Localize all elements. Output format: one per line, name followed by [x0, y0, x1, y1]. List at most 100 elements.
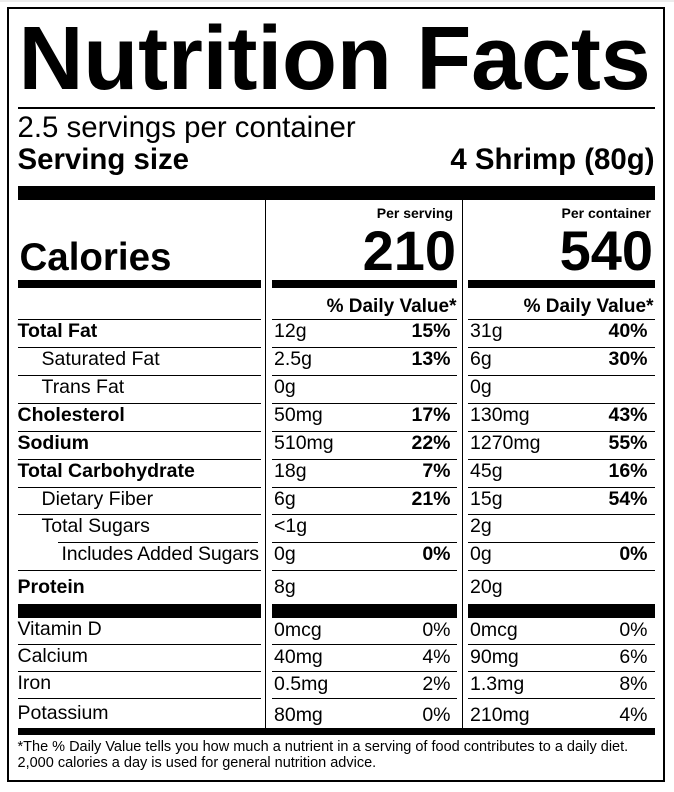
nutrient-name-cell: Total Sugars	[18, 515, 262, 544]
footnote: *The % Daily Value tells you how much a …	[18, 740, 655, 771]
column-gap	[457, 515, 468, 543]
nutrient-name: Includes Added Sugars	[61, 543, 260, 566]
per-serving-daily-value: 15%	[411, 320, 451, 343]
per-container-daily-value	[648, 376, 655, 403]
vitamin-rows: Vitamin D 0mcg 0% 0mcg 0% Calcium 40mg 4% 9…	[17, 618, 655, 730]
column-gap	[261, 460, 272, 488]
column-gap	[457, 645, 468, 672]
per-serving-amount: 80mg	[274, 703, 323, 726]
nutrient-name-cell: Iron	[17, 671, 261, 699]
per-serving-daily-value: 21%	[411, 487, 451, 510]
nutrient-name-cell: Dietary Fiber	[17, 488, 261, 516]
calories-label: Calories	[19, 236, 172, 280]
column-gap	[261, 320, 272, 348]
per-serving-amount: 0mcg	[274, 619, 322, 642]
footnote-line-2: 2,000 calories a day is used for general…	[17, 754, 377, 771]
column-gap	[261, 703, 272, 730]
per-container-cell: 90mg 6%	[468, 645, 655, 672]
per-container-amount: 210mg	[470, 703, 530, 726]
per-container-cell: 0g 0%	[468, 543, 655, 572]
per-serving-cell: 0g	[272, 376, 457, 404]
per-container-cell: 210mg 4%	[468, 703, 655, 730]
per-container-cell: 2g	[468, 515, 655, 544]
per-container-amount: 0g	[470, 375, 492, 398]
column-gap	[261, 543, 272, 571]
nutrient-row: Potassium 80mg 0% 210mg 4%	[18, 699, 655, 730]
per-container-amount: 1270mg	[470, 431, 541, 454]
per-serving-cell: 6g 21%	[272, 488, 457, 516]
per-serving-cell: 0g 0%	[272, 543, 457, 572]
column-gap	[261, 672, 272, 699]
per-serving-cell: 510mg 22%	[272, 432, 457, 460]
per-container-cell: 1.3mg 8%	[468, 672, 655, 699]
nutrient-name: Total Carbohydrate	[17, 459, 195, 482]
per-container-daily-value: 43%	[608, 403, 648, 426]
title-divider	[17, 107, 655, 109]
per-container-amount: 15g	[470, 487, 503, 510]
per-container-amount: 90mg	[470, 646, 519, 669]
nutrient-name-cell: Includes Added Sugars	[17, 543, 261, 572]
column-gap	[261, 432, 272, 460]
label-title: Nutrition Facts	[18, 8, 651, 109]
nutrient-name: Calcium	[17, 645, 88, 667]
column-gap	[457, 618, 468, 645]
column-gap	[457, 488, 468, 516]
calories-bar-middle	[272, 279, 457, 288]
per-container-daily-value: 55%	[608, 431, 648, 454]
per-serving-cell: 18g 7%	[272, 460, 457, 488]
column-gap	[261, 404, 272, 432]
per-container-cell: 31g 40%	[468, 320, 655, 349]
per-serving-cell: 80mg 0%	[272, 703, 457, 730]
per-container-daily-value	[648, 576, 655, 604]
per-container-amount: 20g	[470, 575, 503, 598]
per-container-amount: 1.3mg	[470, 672, 525, 695]
nutrient-row: Vitamin D 0mcg 0% 0mcg 0%	[17, 618, 655, 645]
column-gap	[261, 488, 272, 516]
per-serving-cell: 8g	[272, 576, 457, 604]
per-container-cell: 6g 30%	[468, 348, 655, 376]
per-serving-cell: 0mcg 0%	[272, 618, 457, 645]
footnote-bar	[17, 728, 655, 735]
nutrient-name-cell: Saturated Fat	[17, 348, 261, 376]
column-gap	[261, 515, 272, 543]
daily-value-divider-left	[17, 318, 261, 321]
nutrient-row: Saturated Fat 2.5g 13% 6g 30%	[17, 348, 655, 376]
protein-section-bar	[17, 604, 655, 619]
serving-size-value: 4 Shrimp (80g)	[450, 143, 655, 177]
nutrition-facts-label: Nutrition Facts 2.5 servings per contain…	[7, 7, 665, 782]
per-container-cell: 0mcg 0%	[468, 618, 655, 645]
per-serving-amount: 2.5g	[274, 348, 312, 371]
column-divider-2	[461, 199, 464, 728]
per-container-daily-value: 40%	[608, 320, 648, 343]
nutrient-row: Includes Added Sugars 0g 0% 0g 0%	[17, 543, 655, 572]
serving-section-bar	[17, 185, 655, 200]
bar-segment	[272, 604, 457, 619]
nutrient-name: Vitamin D	[17, 618, 102, 641]
calories-bar-right	[468, 279, 655, 288]
column-gap	[261, 618, 272, 645]
nutrient-row: Trans Fat 0g 0g	[17, 375, 655, 404]
nutrient-row: Iron 0.5mg 2% 1.3mg 8%	[17, 671, 655, 699]
daily-value-header-per-container: % Daily Value*	[523, 296, 654, 318]
nutrient-name-cell: Sodium	[17, 432, 261, 460]
per-serving-amount: 40mg	[274, 646, 323, 669]
bar-segment	[468, 604, 655, 619]
per-serving-cell: 0.5mg 2%	[272, 672, 457, 699]
daily-value-divider-right	[468, 318, 655, 321]
column-divider-1	[264, 199, 266, 728]
nutrient-name: Iron	[17, 671, 52, 694]
per-serving-amount: 6g	[274, 487, 296, 510]
nutrient-name-cell: Total Carbohydrate	[17, 459, 261, 488]
per-serving-amount: 18g	[274, 459, 307, 482]
serving-size-row: Serving size 4 Shrimp (80g)	[18, 145, 655, 175]
per-serving-daily-value: 13%	[411, 348, 451, 371]
nutrient-row: Calcium 40mg 4% 90mg 6%	[17, 645, 655, 672]
column-gap	[457, 460, 468, 488]
column-gap	[261, 645, 272, 672]
nutrient-name-cell: Vitamin D	[17, 618, 261, 645]
nutrient-row: Total Carbohydrate 18g 7% 45g 16%	[17, 459, 655, 488]
per-container-amount: 0g	[470, 543, 492, 566]
column-gap	[457, 672, 468, 699]
column-gap	[457, 703, 468, 730]
